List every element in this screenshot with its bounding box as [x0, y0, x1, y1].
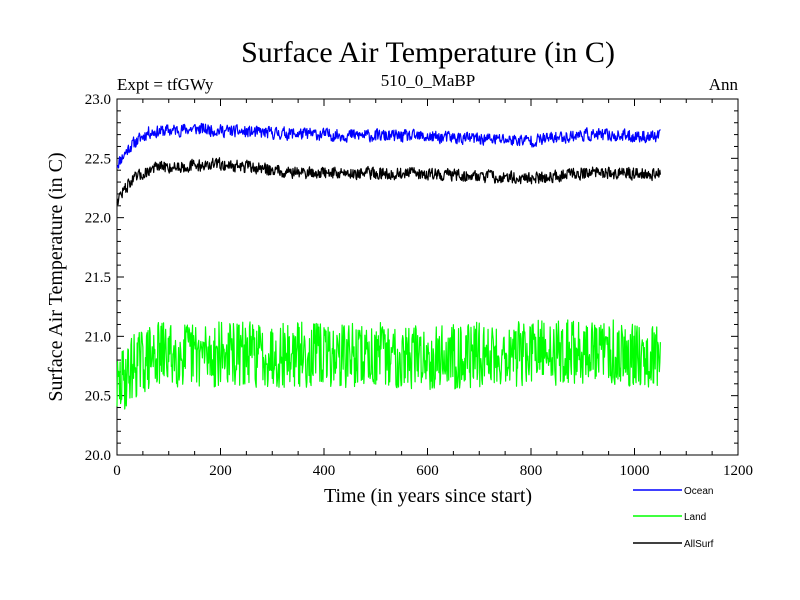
legend: Ocean Land AllSurf [633, 486, 714, 550]
series-line-ocean [116, 122, 661, 169]
y-axis: 20.0 20.5 21.0 21.5 22.0 22.5 23.0 [85, 92, 738, 464]
y-tick-label: 21.0 [85, 329, 111, 345]
legend-label-allsurf: AllSurf [684, 539, 714, 550]
series-line-allsurf [116, 157, 661, 206]
series-layer [116, 122, 661, 410]
legend-label-ocean: Ocean [684, 486, 713, 497]
y-tick-label: 22.5 [85, 151, 111, 167]
series-line-land [116, 319, 661, 410]
y-tick-label: 21.5 [85, 270, 111, 286]
x-tick-label: 600 [416, 463, 439, 479]
plot-frame [116, 98, 739, 456]
x-axis-label: Time (in years since start) [324, 485, 532, 507]
x-tick-label: 1000 [620, 463, 650, 479]
y-tick-label: 22.0 [85, 211, 111, 227]
y-tick-label: 23.0 [85, 92, 111, 108]
y-tick-label: 20.0 [85, 448, 111, 464]
y-tick-label: 20.5 [85, 389, 111, 405]
x-tick-label: 0 [113, 463, 121, 479]
legend-label-land: Land [684, 512, 706, 523]
chart-subtitle: 510_0_MaBP [381, 71, 475, 90]
x-tick-label: 400 [313, 463, 336, 479]
x-tick-label: 200 [209, 463, 232, 479]
season-label: Ann [709, 75, 739, 94]
x-tick-label: 1200 [723, 463, 753, 479]
x-axis: 0 200 400 600 800 1000 1200 [113, 99, 753, 479]
chart-title: Surface Air Temperature (in C) [241, 36, 615, 69]
x-tick-label: 800 [520, 463, 543, 479]
experiment-label: Expt = tfGWy [117, 75, 214, 94]
y-axis-label: Surface Air Temperature (in C) [45, 152, 67, 401]
